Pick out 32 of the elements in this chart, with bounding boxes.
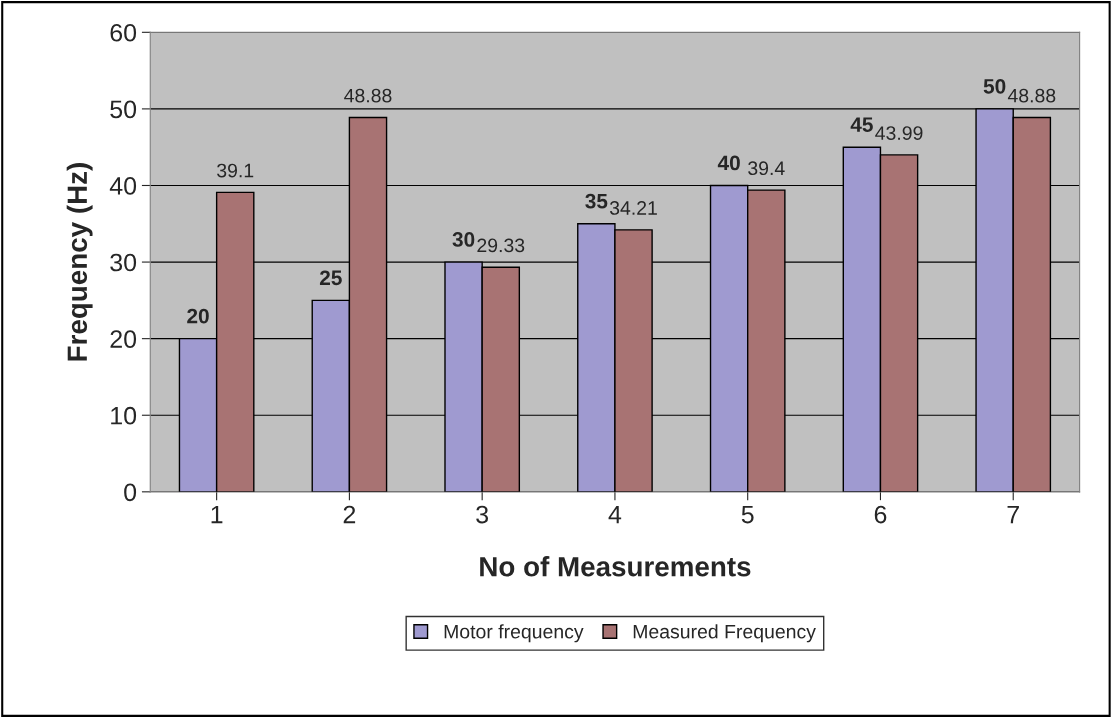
y-axis-title: Frequency (Hz) [66, 163, 93, 361]
data-label: 43.99 [875, 126, 923, 140]
y-tick-label: 0 [124, 483, 137, 502]
x-tick-label: 3 [476, 505, 489, 524]
data-label: 39.1 [217, 163, 254, 178]
data-label: 30 [452, 232, 475, 247]
y-tick-label: 10 [111, 406, 137, 425]
x-tick-label: 1 [211, 505, 223, 524]
x-axis-title: No of Measurements [480, 556, 751, 577]
data-label: 48.88 [1007, 88, 1056, 103]
data-label: 35 [585, 193, 608, 209]
x-tick-label: 7 [1007, 505, 1019, 524]
y-tick-label: 40 [109, 177, 137, 195]
data-label: 34.21 [609, 201, 657, 215]
x-tick-label: 6 [874, 505, 887, 524]
data-label: 39.4 [748, 161, 785, 176]
data-label: 45 [850, 117, 873, 132]
legend-label: Motor frequency [444, 624, 584, 643]
y-tick-label: 30 [110, 253, 137, 272]
data-label: 25 [319, 270, 342, 286]
legend-label: Measured Frequency [633, 624, 816, 643]
data-label: 20 [187, 308, 209, 324]
y-tick-label: 60 [110, 23, 137, 42]
x-tick-label: 4 [608, 505, 622, 524]
x-tick-label: 2 [343, 505, 356, 524]
y-tick-label: 20 [110, 330, 137, 348]
x-tick-label: 5 [741, 505, 754, 524]
y-tick-label: 50 [110, 100, 137, 119]
data-label: 48.88 [344, 88, 392, 103]
data-label: 40 [717, 155, 740, 171]
data-label: 29.33 [477, 238, 525, 253]
data-label: 50 [983, 78, 1006, 94]
